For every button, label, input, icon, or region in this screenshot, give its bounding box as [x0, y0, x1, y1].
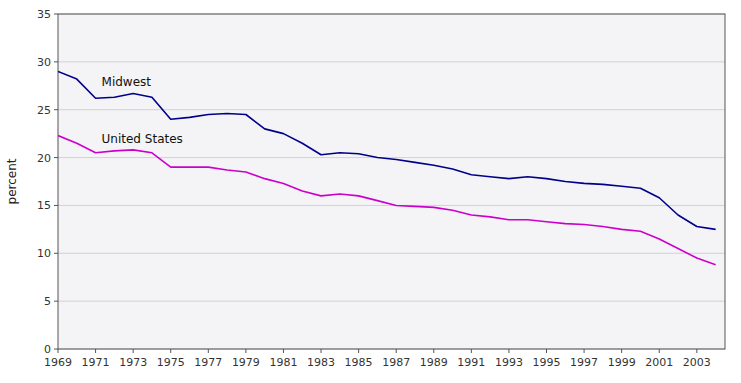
- x-tick-label: 1985: [345, 356, 373, 369]
- y-tick-label: 15: [37, 199, 51, 212]
- x-tick: [283, 349, 284, 353]
- x-tick-label: 1975: [157, 356, 185, 369]
- x-tick: [95, 349, 96, 353]
- chart: 0 5 10 15 20 25 30 35 1969 1971 1973 1975 1977 1979 19…: [0, 0, 741, 383]
- y-tick: [54, 301, 58, 302]
- x-tick-label: 1987: [382, 356, 410, 369]
- y-tick: [54, 205, 58, 206]
- x-tick: [659, 349, 660, 353]
- x-tick-label: 1991: [457, 356, 485, 369]
- x-tick: [546, 349, 547, 353]
- grid: [58, 14, 725, 349]
- x-tick-label: 1977: [194, 356, 222, 369]
- x-tick-label: 1969: [44, 356, 72, 369]
- grid-line: [58, 109, 725, 110]
- series-line: [58, 136, 716, 265]
- y-tick-label: 5: [44, 295, 51, 308]
- x-tick: [584, 349, 585, 353]
- x-tick-label: 1971: [82, 356, 110, 369]
- x-tick-label: 1989: [420, 356, 448, 369]
- x-tick: [245, 349, 246, 353]
- grid-line: [58, 205, 725, 206]
- y-tick-label: 0: [44, 343, 51, 356]
- x-tick-label: 2003: [683, 356, 711, 369]
- x-tick-label: 1993: [495, 356, 523, 369]
- x-tick: [508, 349, 509, 353]
- x-tick: [471, 349, 472, 353]
- y-tick: [54, 61, 58, 62]
- series-label: United States: [102, 132, 183, 146]
- x-tick-label: 1973: [119, 356, 147, 369]
- x-tick: [170, 349, 171, 353]
- x-tick: [433, 349, 434, 353]
- x-tick: [621, 349, 622, 353]
- line-labels: Midwest United States: [102, 75, 183, 145]
- x-tick-label: 1995: [533, 356, 561, 369]
- axes: 0 5 10 15 20 25 30 35 1969 1971 1973 1975 1977 1979 19…: [37, 8, 711, 369]
- y-tick-label: 25: [37, 104, 51, 117]
- y-tick-label: 30: [37, 56, 51, 69]
- y-axis-label: percent: [5, 158, 19, 204]
- y-tick: [54, 14, 58, 15]
- y-tick-label: 35: [37, 8, 51, 21]
- x-tick: [58, 349, 59, 353]
- x-tick-label: 2001: [645, 356, 673, 369]
- x-tick: [696, 349, 697, 353]
- y-tick-label: 10: [37, 247, 51, 260]
- x-tick: [321, 349, 322, 353]
- series-line: [58, 71, 716, 229]
- y-tick-label: 20: [37, 152, 51, 165]
- series-label: Midwest: [102, 75, 152, 89]
- x-tick-label: 1997: [570, 356, 598, 369]
- y-tick: [54, 349, 58, 350]
- y-tick: [54, 109, 58, 110]
- x-tick: [396, 349, 397, 353]
- x-tick-label: 1999: [608, 356, 636, 369]
- y-tick: [54, 253, 58, 254]
- grid-line: [58, 253, 725, 254]
- plot-area: [58, 14, 725, 349]
- x-tick: [133, 349, 134, 353]
- plot-frame: [58, 14, 725, 349]
- x-tick: [358, 349, 359, 353]
- x-tick: [208, 349, 209, 353]
- y-tick: [54, 157, 58, 158]
- x-tick-label: 1979: [232, 356, 260, 369]
- grid-line: [58, 61, 725, 62]
- x-tick-label: 1981: [269, 356, 297, 369]
- lines: [58, 71, 716, 264]
- x-tick-label: 1983: [307, 356, 335, 369]
- grid-line: [58, 301, 725, 302]
